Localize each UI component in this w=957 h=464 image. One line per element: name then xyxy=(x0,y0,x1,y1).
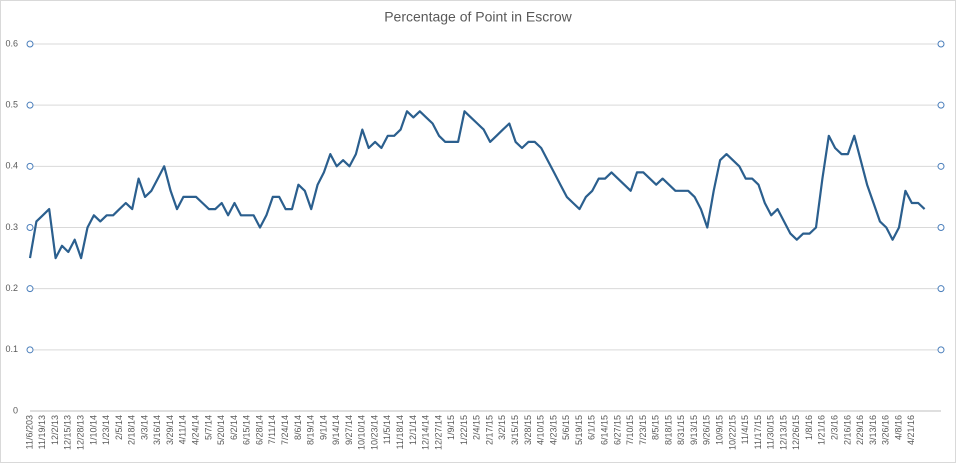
y-tick-label: 0 xyxy=(13,405,18,415)
x-tick-label: 11/17/15 xyxy=(753,415,763,449)
selection-handle xyxy=(26,162,34,170)
x-tick-label: 1/22/15 xyxy=(459,415,469,445)
x-tick-label: 3/16/14 xyxy=(152,415,162,445)
x-tick-label: 10/10/14 xyxy=(357,415,367,450)
x-tick-label: 5/19/15 xyxy=(574,415,584,445)
x-tick-label: 2/17/15 xyxy=(484,415,494,445)
x-tick-label: 10/23/14 xyxy=(369,415,379,450)
x-tick-label: 5/6/15 xyxy=(561,415,571,440)
x-tick-label: 12/1/14 xyxy=(408,415,418,445)
x-tick-label: 1/9/15 xyxy=(446,415,456,440)
x-tick-label: 6/14/15 xyxy=(599,415,609,445)
y-tick-label: 0.2 xyxy=(5,283,18,293)
data-line xyxy=(28,110,926,260)
x-tick-label: 5/7/14 xyxy=(203,415,213,440)
selection-handle xyxy=(937,40,945,48)
x-tick-label: 7/10/15 xyxy=(625,415,635,445)
x-tick-label: 4/23/15 xyxy=(548,415,558,445)
x-tick-label: 10/22/15 xyxy=(727,415,737,450)
x-tick-label: 9/14/14 xyxy=(331,415,341,445)
x-tick-label: 3/28/15 xyxy=(523,415,533,445)
x-tick-label: 11/18/14 xyxy=(395,415,405,449)
x-tick-label: 4/11/14 xyxy=(178,415,188,444)
x-tick-label: 12/28/13 xyxy=(75,415,85,450)
x-tick-label: 3/26/16 xyxy=(881,415,891,445)
x-tick-label: 12/26/15 xyxy=(791,415,801,450)
y-tick-label: 0.5 xyxy=(5,100,18,110)
x-tick-label: 1/8/16 xyxy=(804,415,814,440)
x-tick-label: 12/27/14 xyxy=(433,415,443,450)
x-tick-label: 6/28/14 xyxy=(254,415,264,445)
y-tick-label: 0.3 xyxy=(5,222,18,232)
x-tick-label: 9/1/14 xyxy=(318,415,328,440)
x-tick-label: 1/21/16 xyxy=(817,415,827,445)
x-tick-label: 4/21/16 xyxy=(906,415,916,445)
x-tick-label: 12/14/14 xyxy=(421,415,431,450)
x-tick-label: 11/6/203 xyxy=(24,415,34,449)
x-tick-label: 12/15/13 xyxy=(63,415,73,450)
x-tick-label: 11/30/15 xyxy=(766,415,776,449)
x-tick-label: 12/13/15 xyxy=(778,415,788,450)
x-tick-label: 8/5/15 xyxy=(651,415,661,440)
x-tick-label: 9/26/15 xyxy=(702,415,712,445)
selection-handle xyxy=(937,346,945,354)
x-tick-label: 6/1/15 xyxy=(587,415,597,440)
y-tick-label: 0.1 xyxy=(5,344,18,354)
x-tick-label: 11/19/13 xyxy=(37,415,47,449)
x-tick-label: 5/20/14 xyxy=(216,415,226,445)
x-tick-label: 10/9/15 xyxy=(714,415,724,445)
x-tick-label: 2/29/16 xyxy=(855,415,865,445)
selection-handle xyxy=(26,285,34,293)
x-tick-label: 9/13/15 xyxy=(689,415,699,445)
chart-title: Percentage of Point in Escrow xyxy=(384,9,572,25)
x-tick-label: 11/5/14 xyxy=(382,415,392,444)
x-tick-label: 3/15/15 xyxy=(510,415,520,445)
x-tick-label: 8/18/15 xyxy=(663,415,673,445)
x-tick-label: 2/5/14 xyxy=(114,415,124,440)
x-tick-label: 8/6/14 xyxy=(293,415,303,440)
x-tick-label: 2/18/14 xyxy=(127,415,137,445)
x-tick-label: 6/27/15 xyxy=(612,415,622,445)
selection-handle xyxy=(937,285,945,293)
x-tick-label: 4/10/15 xyxy=(536,415,546,445)
x-tick-label: 3/2/15 xyxy=(497,415,507,440)
x-tick-label: 3/13/16 xyxy=(868,415,878,445)
x-tick-label: 8/31/15 xyxy=(676,415,686,445)
x-tick-label: 7/24/14 xyxy=(280,415,290,445)
y-tick-label: 0.4 xyxy=(5,161,18,171)
selection-handle xyxy=(937,162,945,170)
x-tick-label: 2/3/16 xyxy=(830,415,840,440)
x-tick-label: 11/4/15 xyxy=(740,415,750,444)
x-tick-label: 4/24/14 xyxy=(191,415,201,445)
x-tick-label: 12/2/13 xyxy=(50,415,60,445)
selection-handle xyxy=(26,101,34,109)
x-tick-label: 6/2/14 xyxy=(229,415,239,440)
x-tick-label: 2/16/16 xyxy=(842,415,852,445)
x-tick-label: 9/27/14 xyxy=(344,415,354,445)
x-tick-label: 2/4/15 xyxy=(472,415,482,440)
selection-handle xyxy=(26,224,34,231)
x-tick-label: 1/10/14 xyxy=(88,415,98,445)
x-tick-label: 1/23/14 xyxy=(101,415,111,445)
selection-handle xyxy=(937,224,945,231)
x-tick-label: 3/3/14 xyxy=(139,415,149,440)
x-tick-label: 6/15/14 xyxy=(242,415,252,445)
x-tick-label: 8/19/14 xyxy=(306,415,316,445)
x-tick-label: 3/29/14 xyxy=(165,415,175,445)
selection-handle xyxy=(937,101,945,109)
x-tick-label: 7/23/15 xyxy=(638,415,648,445)
x-tick-label: 4/8/16 xyxy=(893,415,903,440)
y-tick-label: 0.6 xyxy=(5,38,18,48)
selection-handle xyxy=(26,40,34,48)
x-tick-label: 7/11/14 xyxy=(267,415,277,444)
selection-handle xyxy=(26,346,34,354)
